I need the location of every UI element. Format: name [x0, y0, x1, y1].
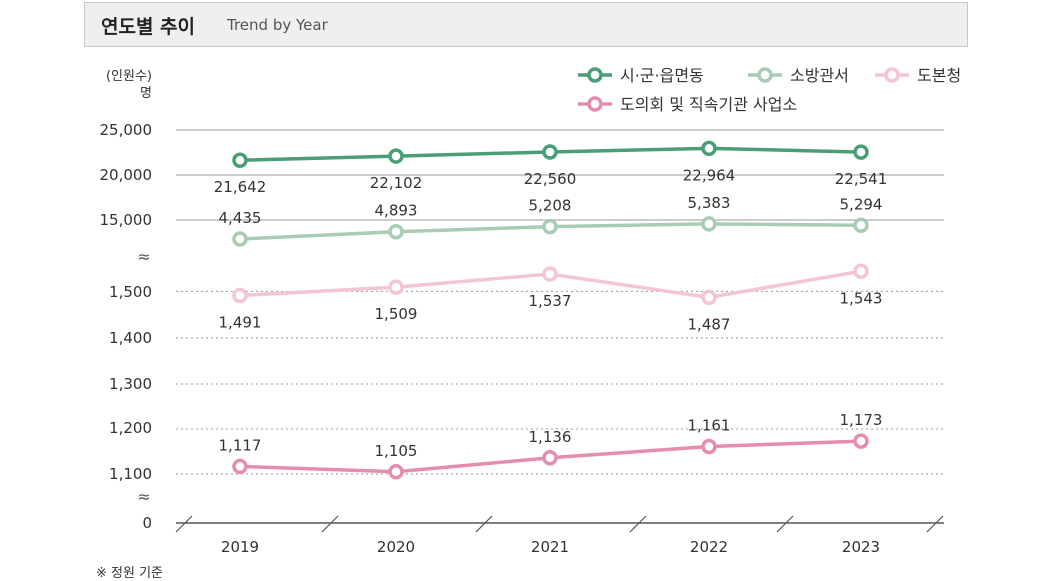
- axis-break-symbol: ≈: [137, 487, 150, 506]
- y-tick-label: 1,300: [109, 375, 152, 393]
- data-label: 1,105: [375, 442, 418, 460]
- footnote: ※ 정원 기준: [96, 566, 163, 581]
- x-tick-label: 2022: [690, 538, 728, 556]
- x-axis-tick: [321, 515, 339, 533]
- data-label: 1,487: [688, 315, 731, 333]
- data-label: 1,161: [688, 417, 731, 435]
- data-label: 1,509: [375, 305, 418, 323]
- y-axis-unit: 명: [140, 86, 152, 101]
- data-label: 22,102: [370, 174, 423, 192]
- data-point: [542, 144, 558, 160]
- data-point: [701, 216, 717, 232]
- x-tick-label: 2021: [531, 538, 569, 556]
- y-tick-label: 1,100: [109, 465, 152, 483]
- chart-header: 연도별 추이 Trend by Year: [84, 2, 968, 47]
- legend-swatch-marker: [757, 67, 773, 83]
- y-tick-label: 15,000: [100, 211, 153, 229]
- legend-label: 소방관서: [790, 66, 849, 85]
- axis-break-symbol: ≈: [137, 247, 150, 266]
- x-axis-tick: [926, 515, 944, 533]
- data-point: [232, 231, 248, 247]
- data-point: [701, 289, 717, 306]
- data-point: [542, 450, 558, 466]
- data-label: 22,541: [835, 170, 888, 188]
- x-axis-tick: [629, 515, 647, 533]
- data-point: [388, 464, 404, 480]
- legend-label: 도의회 및 직속기관 사업소: [620, 95, 797, 114]
- data-label: 1,173: [840, 411, 883, 429]
- legend-swatch-marker: [884, 67, 900, 83]
- legend-swatch-marker: [587, 96, 603, 112]
- data-label: 22,560: [524, 170, 577, 188]
- data-label: 1,537: [529, 292, 572, 310]
- data-point: [853, 263, 869, 280]
- data-label: 1,136: [529, 428, 572, 446]
- y-tick-label: 0: [142, 514, 152, 532]
- data-point: [388, 148, 404, 164]
- data-label: 1,543: [840, 289, 883, 307]
- chart-subtitle: Trend by Year: [227, 16, 328, 34]
- data-point: [853, 217, 869, 234]
- data-point: [232, 458, 248, 475]
- x-tick-label: 2023: [842, 538, 880, 556]
- x-axis-tick: [475, 515, 493, 533]
- data-label: 5,208: [529, 197, 572, 215]
- data-label: 1,491: [219, 314, 262, 332]
- x-tick-label: 2020: [377, 538, 415, 556]
- data-point: [232, 287, 248, 304]
- data-point: [853, 433, 869, 449]
- chart-title: 연도별 추이: [101, 16, 196, 38]
- y-tick-label: 1,200: [109, 419, 152, 437]
- y-tick-label: 25,000: [100, 121, 153, 139]
- y-tick-label: 1,400: [109, 329, 152, 347]
- data-label: 5,294: [840, 195, 883, 213]
- legend-label: 시·군·읍면동: [620, 66, 704, 85]
- data-label: 22,964: [683, 166, 736, 184]
- data-label: 1,117: [219, 436, 262, 454]
- data-point: [232, 152, 248, 168]
- x-axis-tick: [175, 515, 193, 533]
- data-label: 4,435: [219, 209, 262, 227]
- y-tick-label: 20,000: [100, 166, 153, 184]
- legend-label: 도본청: [917, 66, 961, 85]
- data-label: 4,893: [375, 202, 418, 220]
- legend-swatch-marker: [587, 67, 603, 83]
- data-label: 5,383: [688, 194, 731, 212]
- y-axis-title: (인원수): [106, 69, 152, 84]
- data-point: [542, 218, 558, 235]
- data-point: [853, 144, 869, 160]
- data-point: [542, 266, 558, 282]
- data-point: [701, 438, 717, 455]
- data-point: [388, 223, 404, 240]
- x-tick-label: 2019: [221, 538, 259, 556]
- data-label: 21,642: [214, 178, 267, 196]
- x-axis-tick: [776, 515, 794, 533]
- data-point: [388, 279, 404, 295]
- y-tick-label: 1,500: [109, 283, 152, 301]
- data-point: [701, 140, 717, 157]
